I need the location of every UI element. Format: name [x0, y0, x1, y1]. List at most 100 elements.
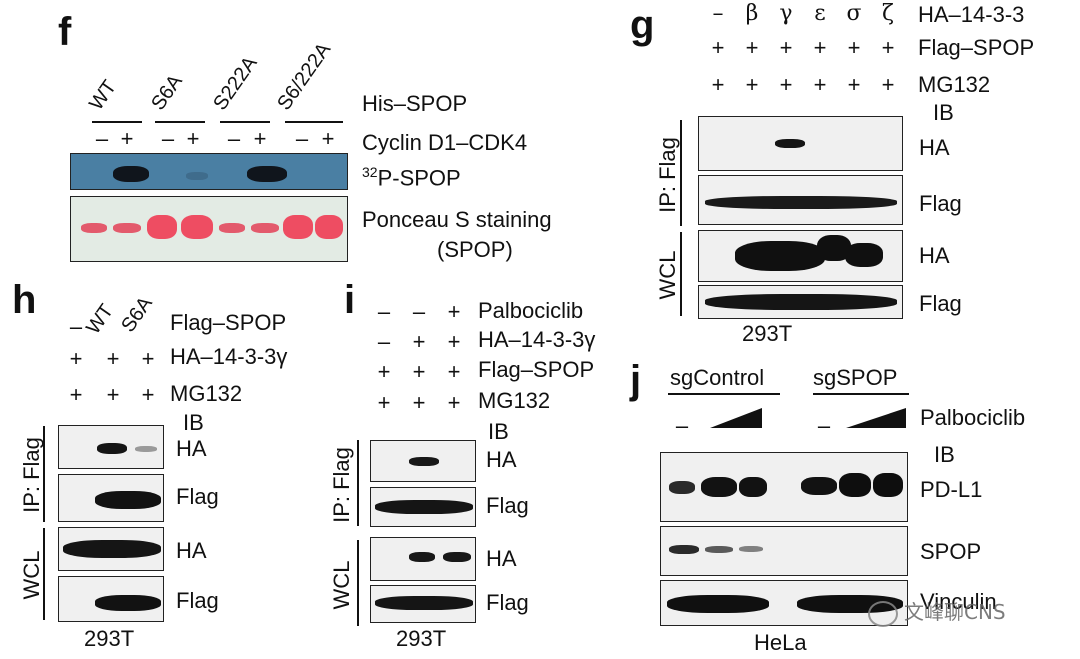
- sign: +: [141, 346, 155, 371]
- dose-wedge: [710, 408, 762, 428]
- band: [775, 139, 805, 148]
- blot-label-ponceau: Ponceau S staining: [362, 207, 552, 232]
- blot-ip-ha: [58, 425, 164, 469]
- ib-label: IB: [183, 410, 204, 435]
- sign: +: [106, 346, 120, 371]
- wcl-label: WCL: [655, 250, 680, 300]
- sign: –: [95, 126, 109, 151]
- sign: +: [745, 35, 759, 60]
- group-label-sgspop: sgSPOP: [813, 365, 898, 390]
- band: [705, 196, 897, 209]
- sign: –: [377, 329, 391, 354]
- blot-wcl-ha: [58, 527, 164, 571]
- bracket: [680, 232, 682, 316]
- wcl-label: WCL: [329, 560, 354, 610]
- wechat-icon: [868, 600, 898, 627]
- band: [705, 546, 733, 553]
- blot-label: Vinculin: [920, 589, 997, 614]
- sign: –: [227, 126, 241, 151]
- group-label-sgcontrol: sgControl: [670, 365, 765, 390]
- sign: +: [881, 72, 895, 97]
- band: [409, 457, 439, 466]
- blot-label: PD-L1: [920, 477, 983, 502]
- band: [95, 491, 161, 509]
- group-bar: [813, 393, 909, 395]
- sign: +: [186, 126, 200, 151]
- sign: +: [69, 346, 83, 371]
- panel-letter-i: i: [344, 278, 356, 322]
- ib-label: IB: [488, 419, 509, 444]
- blot-wcl-flag: [370, 585, 476, 623]
- sign: +: [447, 329, 461, 354]
- row-label: Flag–SPOP: [170, 310, 287, 335]
- blot-label: HA: [176, 538, 207, 563]
- lane-label: WT: [82, 300, 119, 339]
- row-label: MG132: [170, 381, 243, 406]
- blot-label: SPOP: [920, 539, 982, 564]
- bracket: [680, 120, 682, 226]
- sign: +: [321, 126, 335, 151]
- band: [739, 477, 767, 497]
- sign: +: [847, 35, 861, 60]
- band: [247, 166, 287, 182]
- band: [669, 545, 699, 554]
- panel-letter-h: h: [12, 278, 37, 322]
- lane-label-s222a: S222A: [209, 52, 262, 115]
- blot-ip-flag: [58, 474, 164, 522]
- dose-wedge: [846, 408, 906, 428]
- band: [95, 595, 161, 611]
- band: [135, 446, 157, 452]
- sign: +: [412, 359, 426, 384]
- bracket: [43, 528, 45, 620]
- bracket: [357, 540, 359, 626]
- ip-label: IP: Flag: [329, 447, 354, 523]
- cell-line-label: HeLa: [754, 630, 807, 655]
- bracket: [357, 440, 359, 526]
- band: [63, 540, 161, 558]
- panel-letter-g: g: [630, 3, 655, 47]
- band: [705, 294, 897, 310]
- sign: +: [141, 382, 155, 407]
- treatment-label: Palbociclib: [920, 405, 1026, 430]
- band: [113, 223, 141, 233]
- isoform-label: σ: [846, 1, 862, 26]
- lane-label-s6-222a: S6/222A: [273, 38, 336, 115]
- band: [839, 473, 871, 497]
- group-bar: [668, 393, 780, 395]
- band: [97, 443, 127, 454]
- sign: +: [412, 329, 426, 354]
- blot-wcl-ha: [698, 230, 903, 282]
- lane-label: S6A: [117, 292, 157, 337]
- sign: +: [881, 35, 895, 60]
- blot-label: HA: [176, 436, 207, 461]
- isoform-label: β: [745, 1, 759, 26]
- blot-wcl-ha: [370, 537, 476, 581]
- blot-spop: [660, 526, 908, 576]
- band: [81, 223, 107, 233]
- blot-label: HA: [919, 135, 950, 160]
- isoform-label: γ: [779, 1, 793, 26]
- lane-label-s6a: S6A: [147, 70, 187, 115]
- sign: +: [106, 382, 120, 407]
- blot-label: Flag: [486, 493, 529, 518]
- cell-line-label: 293T: [84, 626, 135, 651]
- band: [251, 223, 279, 233]
- ip-label: IP: Flag: [655, 137, 680, 213]
- band: [845, 243, 883, 267]
- blot-label: HA: [486, 546, 517, 571]
- row-label: HA–14-3-3: [918, 2, 1025, 27]
- panel-letter-j: j: [630, 358, 642, 402]
- sign: +: [412, 390, 426, 415]
- band: [375, 596, 473, 610]
- row-label: HA–14-3-3γ: [170, 344, 288, 369]
- lane-bar-s6a: [155, 121, 205, 123]
- lane-bar-s222a: [220, 121, 270, 123]
- row-label-his-spop: His–SPOP: [362, 91, 468, 116]
- minus-sign: –: [675, 413, 689, 438]
- band: [147, 215, 177, 239]
- sign: –: [412, 299, 426, 324]
- blot-label: Flag: [486, 590, 529, 615]
- ib-label: IB: [934, 442, 955, 467]
- band: [219, 223, 245, 233]
- blot-label: Flag: [176, 484, 219, 509]
